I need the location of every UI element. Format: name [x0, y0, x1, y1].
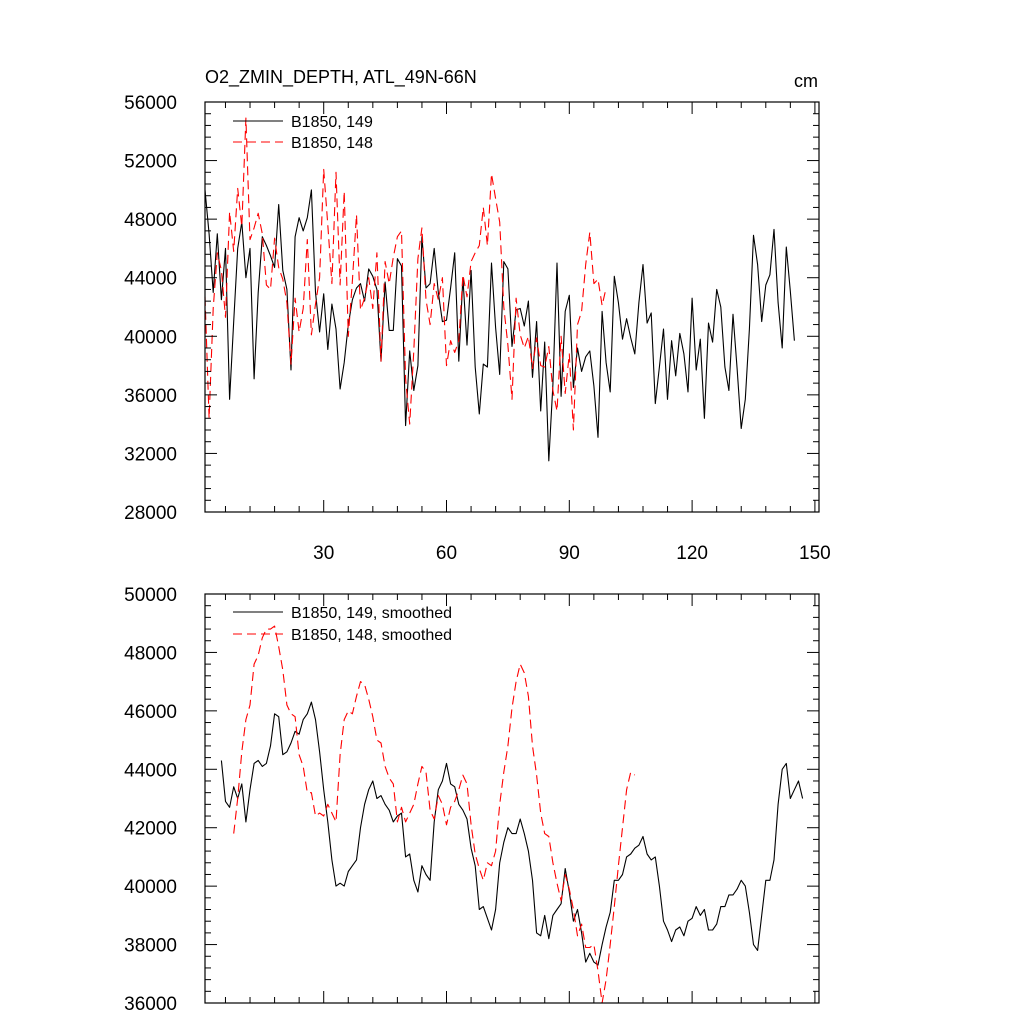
y-tick-label: 44000: [124, 760, 177, 781]
top-legend: B1850, 149 B1850, 148: [233, 114, 373, 152]
series-line-b1850-149-smoothed: [220, 701, 804, 966]
x-tick-label: 60: [436, 543, 457, 564]
plot-frame: [204, 593, 820, 1004]
bottom-legend: B1850, 149, smoothed B1850, 148, smoothe…: [233, 605, 452, 644]
legend-label-series-148: B1850, 148: [291, 135, 373, 152]
top-axes: 28000 32000 36000 40000 44000 48000 52000 56000…: [124, 93, 831, 564]
y-tick-label: 46000: [124, 702, 177, 723]
bottom-axes: 36000 38000 40000 42000 44000 46000 48000 50000: [124, 585, 820, 1015]
y-tick-label: 44000: [124, 269, 177, 290]
y-tick-label: 40000: [124, 877, 177, 898]
plot-frame: [204, 101, 820, 513]
top-panel: O2_ZMIN_DEPTH, ATL_49N-66N cm 28000 32000…: [124, 67, 831, 564]
y-tick-label: 40000: [124, 327, 177, 348]
y-tick-label: 28000: [124, 503, 177, 524]
y-tick-label: 52000: [124, 152, 177, 173]
y-tick-label: 36000: [124, 994, 177, 1015]
x-tick-label: 120: [676, 543, 708, 564]
y-tick-label: 56000: [124, 93, 177, 114]
bottom-series-layer: [220, 625, 804, 1004]
y-tick-label: 32000: [124, 444, 177, 465]
top-series-layer: [204, 117, 795, 462]
series-line-b1850-148-smoothed: [233, 625, 636, 1004]
y-tick-label: 48000: [124, 210, 177, 231]
series-line-b1850-149: [204, 189, 795, 462]
legend-label-series-149-smoothed: B1850, 149, smoothed: [291, 605, 452, 622]
x-tick-label: 30: [313, 543, 334, 564]
legend-label-series-148-smoothed: B1850, 148, smoothed: [291, 627, 452, 644]
x-tick-label: 90: [559, 543, 580, 564]
series-line-b1850-148: [204, 117, 607, 431]
y-tick-label: 36000: [124, 386, 177, 407]
legend-label-series-149: B1850, 149: [291, 114, 373, 131]
bottom-panel: 36000 38000 40000 42000 44000 46000 48000 50000…: [124, 585, 820, 1015]
y-tick-label: 42000: [124, 819, 177, 840]
units-label: cm: [794, 71, 818, 91]
y-tick-label: 38000: [124, 936, 177, 957]
chart-title: O2_ZMIN_DEPTH, ATL_49N-66N: [205, 67, 477, 88]
x-tick-label: 150: [799, 543, 831, 564]
y-tick-label: 50000: [124, 585, 177, 606]
y-tick-label: 48000: [124, 643, 177, 664]
